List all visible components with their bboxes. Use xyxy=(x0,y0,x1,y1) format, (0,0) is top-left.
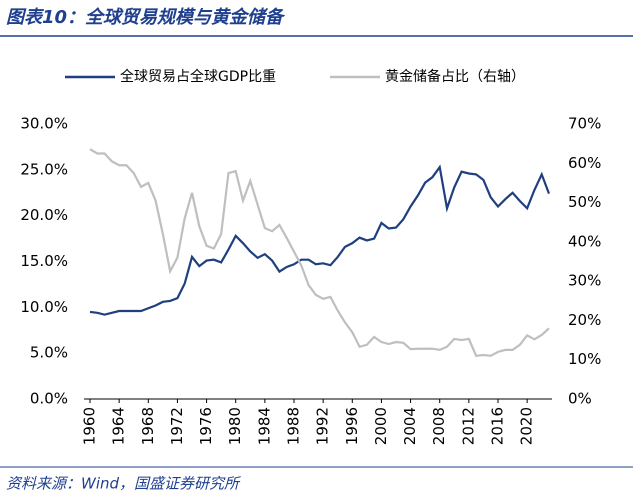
x-tick-label: 2012 xyxy=(459,407,477,445)
y-tick-label: 0.0% xyxy=(30,390,68,408)
x-tick-label: 1980 xyxy=(226,407,244,445)
series-line xyxy=(89,148,550,357)
x-tick-label: 1992 xyxy=(314,407,332,445)
y-tick-label: 15.0% xyxy=(20,252,68,270)
x-tick-label: 1964 xyxy=(110,407,128,445)
y-tick-label: 25.0% xyxy=(20,160,68,178)
x-tick-label: 2004 xyxy=(401,407,419,445)
legend-label: 黄金储备占比（右轴） xyxy=(385,68,525,85)
y-tick-label: 30.0% xyxy=(20,115,68,133)
x-tick-label: 1996 xyxy=(343,407,361,445)
y2-tick-label: 40% xyxy=(568,232,601,250)
y2-tick-label: 30% xyxy=(568,272,601,290)
chart-title: 图表10：全球贸易规模与黄金储备 xyxy=(6,7,286,28)
x-tick-label: 1988 xyxy=(285,407,303,445)
x-tick-label: 1984 xyxy=(255,407,273,445)
x-tick-label: 1960 xyxy=(81,407,99,445)
y2-tick-label: 50% xyxy=(568,193,601,211)
x-tick-label: 2020 xyxy=(518,407,536,445)
y-tick-label: 5.0% xyxy=(30,344,68,362)
legend-label: 全球贸易占全球GDP比重 xyxy=(120,68,276,85)
x-tick-label: 1968 xyxy=(139,407,157,445)
x-tick-label: 1976 xyxy=(197,407,215,445)
y2-tick-label: 60% xyxy=(568,154,601,172)
series-line xyxy=(89,164,551,316)
y-tick-label: 20.0% xyxy=(20,206,68,224)
y2-tick-label: 0% xyxy=(568,390,592,408)
y2-tick-label: 70% xyxy=(568,115,601,133)
y2-tick-label: 20% xyxy=(568,311,601,329)
source: 资料来源：Wind，国盛证券研究所 xyxy=(6,475,241,493)
x-tick-label: 2016 xyxy=(489,407,507,445)
y-tick-label: 10.0% xyxy=(20,298,68,316)
x-tick-label: 2000 xyxy=(372,407,390,445)
y2-tick-label: 10% xyxy=(568,350,601,368)
x-tick-label: 1972 xyxy=(168,407,186,445)
x-tick-label: 2008 xyxy=(430,407,448,445)
